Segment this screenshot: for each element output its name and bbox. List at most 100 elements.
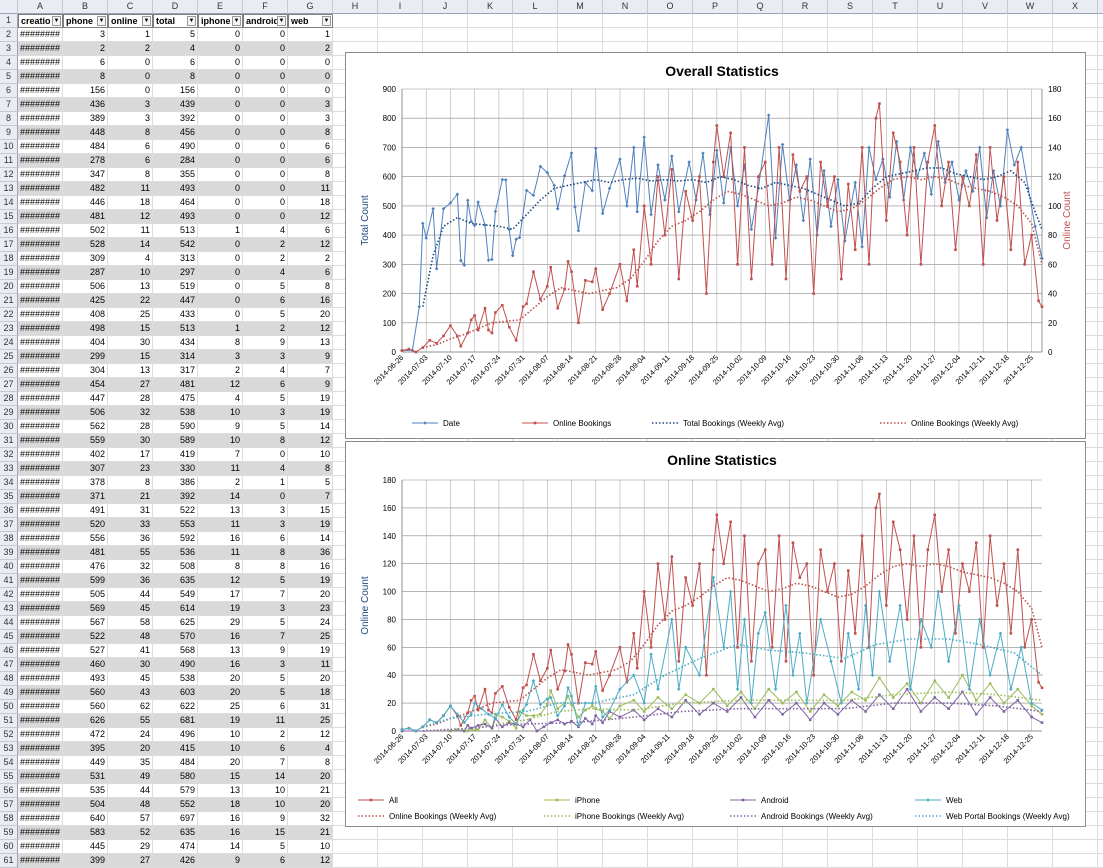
data-cell[interactable]: 603 <box>153 686 198 700</box>
data-cell[interactable]: 0 <box>198 182 243 196</box>
data-cell[interactable]: 20 <box>288 770 333 784</box>
data-cell[interactable]: 12 <box>198 574 243 588</box>
data-cell[interactable]: 25 <box>288 714 333 728</box>
data-cell[interactable]: 3 <box>243 504 288 518</box>
data-cell[interactable] <box>468 28 513 42</box>
data-cell[interactable]: ######## <box>18 350 63 364</box>
data-cell[interactable] <box>693 854 738 868</box>
header-cell[interactable]: web ▼ <box>288 14 333 28</box>
data-cell[interactable]: 19 <box>198 602 243 616</box>
data-cell[interactable]: 6 <box>243 532 288 546</box>
data-cell[interactable]: 9 <box>243 812 288 826</box>
data-cell[interactable] <box>738 840 783 854</box>
data-cell[interactable]: 9 <box>288 350 333 364</box>
data-cell[interactable]: 439 <box>153 98 198 112</box>
data-cell[interactable]: 16 <box>198 826 243 840</box>
data-cell[interactable] <box>603 28 648 42</box>
data-cell[interactable]: 13 <box>198 504 243 518</box>
row-header[interactable]: 12 <box>0 168 18 182</box>
data-cell[interactable]: 4 <box>243 364 288 378</box>
row-header[interactable]: 39 <box>0 546 18 560</box>
header-cell[interactable]: iphone ▼ <box>198 14 243 28</box>
data-cell[interactable]: 15 <box>243 826 288 840</box>
row-header[interactable]: 53 <box>0 742 18 756</box>
data-cell[interactable]: 11 <box>288 658 333 672</box>
data-cell[interactable] <box>1098 420 1103 434</box>
data-cell[interactable]: 520 <box>63 518 108 532</box>
data-cell[interactable]: 30 <box>108 658 153 672</box>
data-cell[interactable]: 15 <box>108 350 153 364</box>
data-cell[interactable] <box>963 826 1008 840</box>
data-cell[interactable]: 6 <box>153 56 198 70</box>
data-cell[interactable]: 0 <box>198 70 243 84</box>
data-cell[interactable]: 278 <box>63 154 108 168</box>
column-header-l[interactable]: L <box>513 0 558 14</box>
column-header-i[interactable]: I <box>378 0 423 14</box>
data-cell[interactable]: 8 <box>288 168 333 182</box>
data-cell[interactable]: 496 <box>153 728 198 742</box>
data-cell[interactable]: 506 <box>63 406 108 420</box>
data-cell[interactable]: 18 <box>288 196 333 210</box>
data-cell[interactable] <box>918 854 963 868</box>
data-cell[interactable] <box>558 840 603 854</box>
data-cell[interactable]: 48 <box>108 630 153 644</box>
data-cell[interactable]: ######## <box>18 700 63 714</box>
data-cell[interactable]: 560 <box>63 700 108 714</box>
data-cell[interactable]: ######## <box>18 574 63 588</box>
data-cell[interactable]: 559 <box>63 434 108 448</box>
data-cell[interactable]: 48 <box>108 798 153 812</box>
column-header-f[interactable]: F <box>243 0 288 14</box>
data-cell[interactable]: 0 <box>198 308 243 322</box>
data-cell[interactable]: 4 <box>243 462 288 476</box>
data-cell[interactable]: ######## <box>18 154 63 168</box>
column-header-j[interactable]: J <box>423 0 468 14</box>
data-cell[interactable]: 2 <box>243 322 288 336</box>
data-cell[interactable] <box>1098 308 1103 322</box>
data-cell[interactable]: 484 <box>153 756 198 770</box>
row-header[interactable]: 1 <box>0 14 18 28</box>
column-header-c[interactable]: C <box>108 0 153 14</box>
data-cell[interactable]: ######## <box>18 602 63 616</box>
row-header[interactable]: 34 <box>0 476 18 490</box>
data-cell[interactable] <box>558 854 603 868</box>
overall-statistics-chart[interactable]: Overall Statistics 0 100 200 300 400 500 600 700… <box>345 52 1086 439</box>
header-cell[interactable] <box>468 14 513 28</box>
data-cell[interactable]: 15 <box>198 770 243 784</box>
data-cell[interactable]: 8 <box>243 434 288 448</box>
data-cell[interactable]: 408 <box>63 308 108 322</box>
data-cell[interactable]: 309 <box>63 252 108 266</box>
header-cell[interactable] <box>1053 14 1098 28</box>
data-cell[interactable]: 20 <box>288 672 333 686</box>
data-cell[interactable]: 446 <box>63 196 108 210</box>
data-cell[interactable]: 6 <box>243 294 288 308</box>
data-cell[interactable]: ######## <box>18 686 63 700</box>
data-cell[interactable]: 481 <box>63 210 108 224</box>
data-cell[interactable]: ######## <box>18 56 63 70</box>
row-header[interactable]: 6 <box>0 84 18 98</box>
row-header[interactable]: 31 <box>0 434 18 448</box>
row-header[interactable]: 9 <box>0 126 18 140</box>
data-cell[interactable]: 6 <box>243 378 288 392</box>
data-cell[interactable]: ######## <box>18 728 63 742</box>
data-cell[interactable]: 13 <box>108 280 153 294</box>
column-header-a[interactable]: A <box>18 0 63 14</box>
data-cell[interactable] <box>963 854 1008 868</box>
data-cell[interactable]: 1 <box>198 224 243 238</box>
data-cell[interactable]: 20 <box>288 588 333 602</box>
header-cell[interactable]: android ▼ <box>243 14 288 28</box>
data-cell[interactable]: 2 <box>288 42 333 56</box>
data-cell[interactable] <box>648 826 693 840</box>
data-cell[interactable]: ######## <box>18 462 63 476</box>
data-cell[interactable] <box>1098 336 1103 350</box>
data-cell[interactable]: 10 <box>243 798 288 812</box>
data-cell[interactable]: 3 <box>243 518 288 532</box>
data-cell[interactable] <box>873 28 918 42</box>
data-cell[interactable]: 8 <box>108 168 153 182</box>
data-cell[interactable]: 35 <box>108 756 153 770</box>
data-cell[interactable]: 8 <box>108 476 153 490</box>
data-cell[interactable]: 583 <box>63 826 108 840</box>
data-cell[interactable]: 21 <box>108 490 153 504</box>
data-cell[interactable]: 2 <box>63 42 108 56</box>
data-cell[interactable]: 538 <box>153 406 198 420</box>
filter-dropdown-icon[interactable]: ▼ <box>142 16 151 26</box>
